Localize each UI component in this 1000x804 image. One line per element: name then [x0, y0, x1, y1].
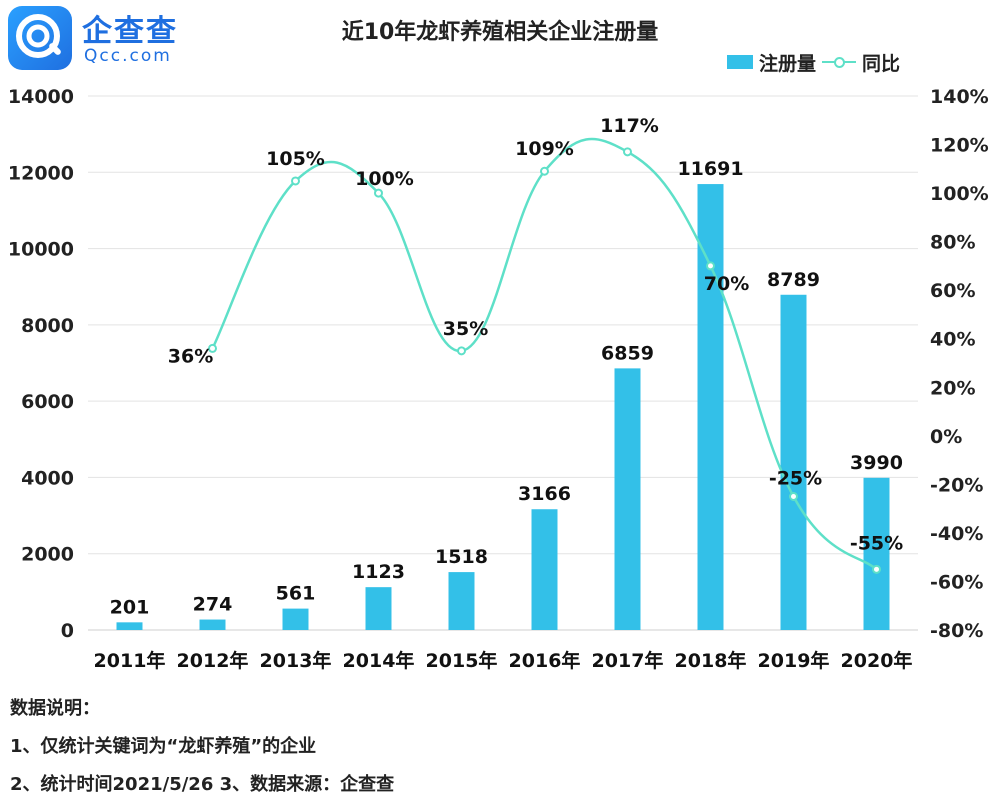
- yoy-value-label: -55%: [850, 532, 903, 554]
- yoy-value-label: 105%: [266, 148, 325, 170]
- yoy-point: [374, 188, 383, 198]
- yoy-point: [208, 343, 217, 353]
- bar-value-label: 1123: [352, 561, 405, 583]
- yoy-value-label: 36%: [168, 345, 213, 367]
- combo-chart: 0 2000 4000 6000 8000 10000 12000 14000 -80% -60%…: [8, 86, 989, 672]
- yoy-point: [540, 166, 549, 176]
- yoy-value-label: 35%: [443, 318, 488, 340]
- bar-value-label: 3990: [850, 452, 903, 474]
- chart-title: 近10年龙虾养殖相关企业注册量: [341, 20, 659, 45]
- y2-tick-label: 120%: [930, 135, 989, 157]
- yoy-value-label: 100%: [355, 168, 414, 190]
- y2-tick-label: 60%: [930, 280, 975, 302]
- y-tick-label: 8000: [21, 315, 74, 337]
- bar: [116, 622, 143, 630]
- bar: [448, 572, 475, 630]
- yoy-point: [457, 346, 466, 356]
- x-tick-label: 2020年: [841, 649, 913, 672]
- notes-line-1: 1、仅统计关键词为“龙虾养殖”的企业: [10, 736, 317, 757]
- data-notes: 数据说明： 1、仅统计关键词为“龙虾养殖”的企业 2、统计时间2021/5/26…: [10, 690, 394, 804]
- bar: [282, 608, 309, 630]
- bar: [614, 368, 641, 630]
- legend-line-label: 同比: [862, 52, 901, 75]
- y-tick-label: 12000: [8, 162, 74, 184]
- bar-value-label: 201: [110, 596, 150, 618]
- qcc-logo: 企查查 Qcc.com: [8, 6, 198, 70]
- legend-bar-swatch: [727, 55, 753, 69]
- y2-tick-label: -80%: [930, 620, 983, 642]
- yoy-point: [623, 147, 632, 157]
- qcc-logo-icon: [8, 6, 72, 70]
- yoy-point: [872, 564, 881, 574]
- y-tick-label: 0: [61, 620, 74, 642]
- y2-tick-label: 80%: [930, 232, 975, 254]
- yoy-line: [211, 137, 878, 571]
- y-tick-label: 6000: [21, 391, 74, 413]
- y-tick-label: 2000: [21, 544, 74, 566]
- bar-value-label: 8789: [767, 269, 820, 291]
- legend-bar-label: 注册量: [759, 52, 817, 75]
- x-tick-label: 2017年: [592, 649, 664, 672]
- logo-name: 企查查: [82, 14, 178, 49]
- yoy-value-label: 70%: [704, 273, 749, 295]
- y-tick-label: 4000: [21, 467, 74, 489]
- x-tick-label: 2019年: [758, 649, 830, 672]
- y-tick-label: 10000: [8, 239, 74, 261]
- x-tick-label: 2011年: [94, 649, 166, 672]
- bar-value-label: 3166: [518, 483, 571, 505]
- y2-tick-label: 140%: [930, 86, 989, 108]
- x-tick-label: 2016年: [509, 649, 581, 672]
- bar: [780, 294, 807, 630]
- bar-value-label: 274: [193, 594, 233, 616]
- bar: [697, 184, 724, 631]
- bar-value-label: 1518: [435, 546, 488, 568]
- notes-heading: 数据说明：: [10, 698, 100, 719]
- y2-tick-label: 0%: [930, 426, 962, 448]
- y2-tick-label: -40%: [930, 523, 983, 545]
- y2-tick-label: 40%: [930, 329, 975, 351]
- legend-line-swatch: [822, 55, 857, 69]
- yoy-value-label: 109%: [515, 138, 574, 160]
- bar-value-label: 561: [276, 583, 316, 605]
- x-tick-label: 2012年: [177, 649, 249, 672]
- x-tick-label: 2014年: [343, 649, 415, 672]
- yoy-point: [789, 492, 798, 501]
- bar-value-label: 11691: [677, 158, 743, 180]
- bar-value-label: 6859: [601, 342, 654, 364]
- bar: [365, 587, 392, 630]
- yoy-value-label: -25%: [769, 468, 822, 490]
- chart-legend: 注册量 同比: [727, 49, 900, 75]
- notes-line-2: 2、统计时间2021/5/26 3、数据来源：企查查: [10, 774, 395, 795]
- x-tick-label: 2015年: [426, 649, 498, 672]
- yoy-point: [706, 261, 715, 271]
- y2-tick-label: -60%: [930, 571, 983, 593]
- bar: [863, 477, 890, 630]
- y2-tick-label: 100%: [930, 183, 989, 205]
- yoy-value-label: 117%: [600, 115, 659, 137]
- y-tick-label: 14000: [8, 86, 74, 108]
- y2-tick-label: -20%: [930, 474, 983, 496]
- y2-tick-label: 20%: [930, 377, 975, 399]
- x-tick-label: 2013年: [260, 649, 332, 672]
- x-tick-label: 2018年: [675, 649, 747, 672]
- yoy-point: [291, 176, 300, 186]
- bar: [531, 509, 558, 630]
- bar: [199, 619, 226, 630]
- logo-domain: Qcc.com: [84, 46, 172, 66]
